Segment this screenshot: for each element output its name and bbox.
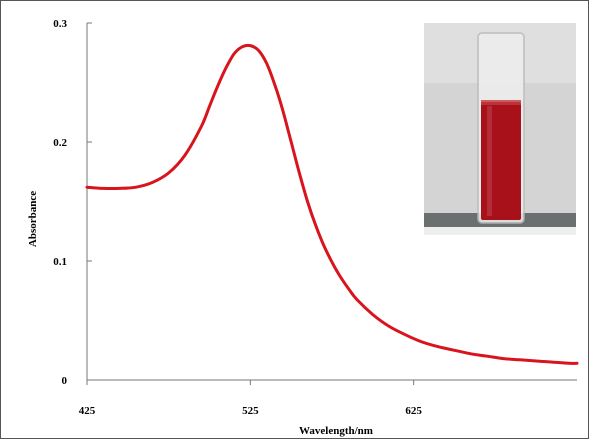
x-tick-label: 625 xyxy=(405,405,422,417)
x-tick-label: 425 xyxy=(79,405,96,417)
inset-photo xyxy=(424,23,576,235)
ticks: 0 0.1 0.2 0.3 425 525 625 xyxy=(53,18,422,417)
y-tick-label: 0.1 xyxy=(53,256,67,268)
y-tick-label: 0.2 xyxy=(53,137,67,149)
axes xyxy=(86,23,577,381)
y-tick-label: 0 xyxy=(62,375,68,387)
x-tick-label: 525 xyxy=(242,405,259,417)
y-tick-label: 0.3 xyxy=(53,18,67,30)
inset-shelf-edge xyxy=(424,227,576,235)
y-axis-label: Absorbance xyxy=(27,191,39,247)
liquid-meniscus xyxy=(481,100,521,105)
cuvette-liquid xyxy=(481,102,521,220)
glass-highlight xyxy=(487,106,492,216)
series-line xyxy=(85,43,579,365)
x-axis-label: Wavelength/nm xyxy=(299,425,373,437)
